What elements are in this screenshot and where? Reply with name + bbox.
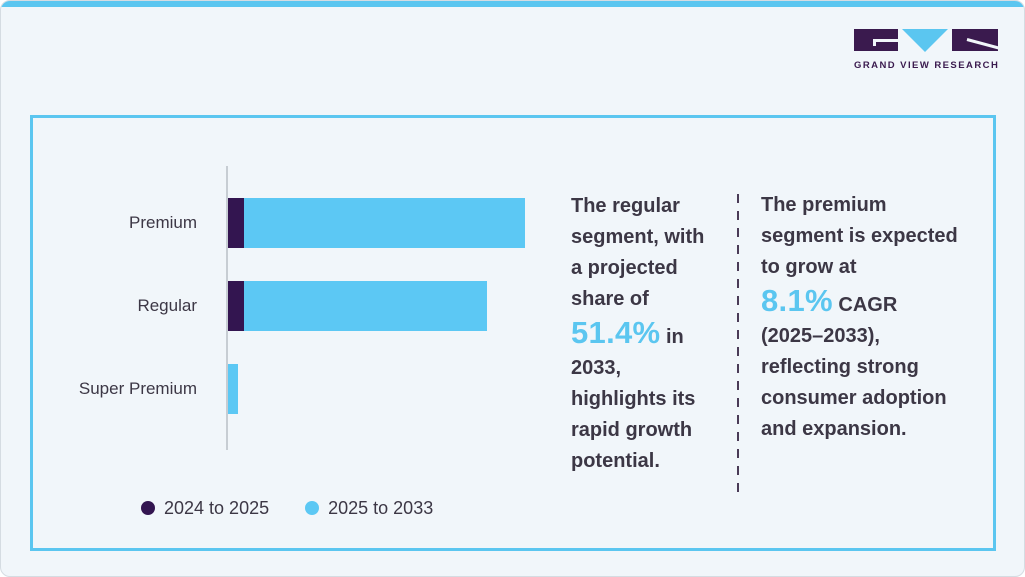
callout-line: The premium bbox=[761, 190, 986, 221]
callout-text: rapid growth bbox=[571, 419, 693, 441]
callout-line: and expansion. bbox=[761, 414, 986, 445]
chart-y-axis-line bbox=[226, 166, 228, 450]
legend-swatch bbox=[141, 501, 155, 515]
callout-line: 8.1% CAGR bbox=[761, 283, 986, 321]
bar-premium bbox=[228, 198, 525, 248]
logo-g-notch-tick bbox=[873, 39, 876, 46]
logo-letter-g-icon bbox=[854, 29, 898, 51]
callout-right: The premium segment is expected to grow at… bbox=[761, 190, 986, 445]
callout-text: segment is expected bbox=[761, 225, 958, 247]
legend-label: 2025 to 2033 bbox=[328, 497, 434, 518]
callout-line: to grow at bbox=[761, 252, 986, 283]
legend-item: 2024 to 2025 bbox=[141, 498, 269, 518]
chart-legend: 2024 to 2025 2025 to 2033 bbox=[141, 498, 433, 518]
logo-letter-r-icon bbox=[952, 29, 998, 51]
callout-line: potential. bbox=[571, 446, 741, 477]
callout-line: reflecting strong bbox=[761, 352, 986, 383]
content-frame bbox=[30, 115, 996, 551]
brand-name: GRAND VIEW RESEARCH bbox=[854, 60, 1000, 71]
callout-line: The regular bbox=[571, 191, 741, 222]
bar-super-premium bbox=[228, 364, 238, 414]
callout-text: a projected bbox=[571, 257, 678, 279]
legend-label: 2024 to 2025 bbox=[164, 497, 270, 518]
logo-letter-v-icon bbox=[902, 29, 948, 52]
callout-text: CAGR bbox=[832, 294, 898, 316]
brand-logo: GRAND VIEW RESEARCH bbox=[854, 29, 998, 71]
callout-text: consumer adoption bbox=[761, 387, 947, 409]
callout-text: reflecting strong bbox=[761, 356, 919, 378]
callout-text: The premium bbox=[761, 194, 887, 216]
bar-segment bbox=[228, 364, 238, 414]
callout-line: (2025–2033), bbox=[761, 321, 986, 352]
callout-line: a projected bbox=[571, 253, 741, 284]
callout-line: rapid growth bbox=[571, 415, 741, 446]
callout-line: 2033, bbox=[571, 353, 741, 384]
callout-text: highlights its bbox=[571, 388, 696, 410]
category-label: Super Premium bbox=[78, 379, 197, 398]
callout-text: share of bbox=[571, 288, 649, 310]
stat-highlight: 51.4% bbox=[571, 315, 661, 350]
bar-segment bbox=[228, 198, 244, 248]
callout-text: and expansion. bbox=[761, 418, 907, 440]
dashed-divider bbox=[737, 194, 739, 492]
bar-segment bbox=[228, 281, 244, 331]
logo-g-notch bbox=[873, 39, 898, 42]
callout-line: segment, with bbox=[571, 222, 741, 253]
callout-line: 51.4% in bbox=[571, 315, 741, 353]
callout-line: highlights its bbox=[571, 384, 741, 415]
callout-text: to grow at bbox=[761, 256, 857, 278]
category-label: Regular bbox=[137, 296, 197, 315]
bar-regular bbox=[228, 281, 487, 331]
legend-item: 2025 to 2033 bbox=[305, 498, 433, 518]
callout-text: in bbox=[660, 326, 684, 348]
brand-logo-marks bbox=[854, 29, 998, 52]
callout-text: 2033, bbox=[571, 357, 622, 379]
callout-text: potential. bbox=[571, 450, 660, 472]
callout-text: segment, with bbox=[571, 226, 705, 248]
callout-line: segment is expected bbox=[761, 221, 986, 252]
callout-text: The regular bbox=[571, 195, 680, 217]
logo-r-slash bbox=[966, 38, 998, 51]
callout-line: consumer adoption bbox=[761, 383, 986, 414]
bar-segment bbox=[244, 281, 487, 331]
bar-segment bbox=[244, 198, 525, 248]
callout-text: (2025–2033), bbox=[761, 325, 880, 347]
category-label: Premium bbox=[128, 213, 197, 232]
top-accent-strip bbox=[1, 1, 1024, 7]
stat-highlight: 8.1% bbox=[761, 283, 833, 318]
legend-swatch bbox=[305, 501, 320, 515]
callout-line: share of bbox=[571, 284, 741, 315]
callout-left: The regular segment, with a projected share… bbox=[571, 191, 741, 477]
